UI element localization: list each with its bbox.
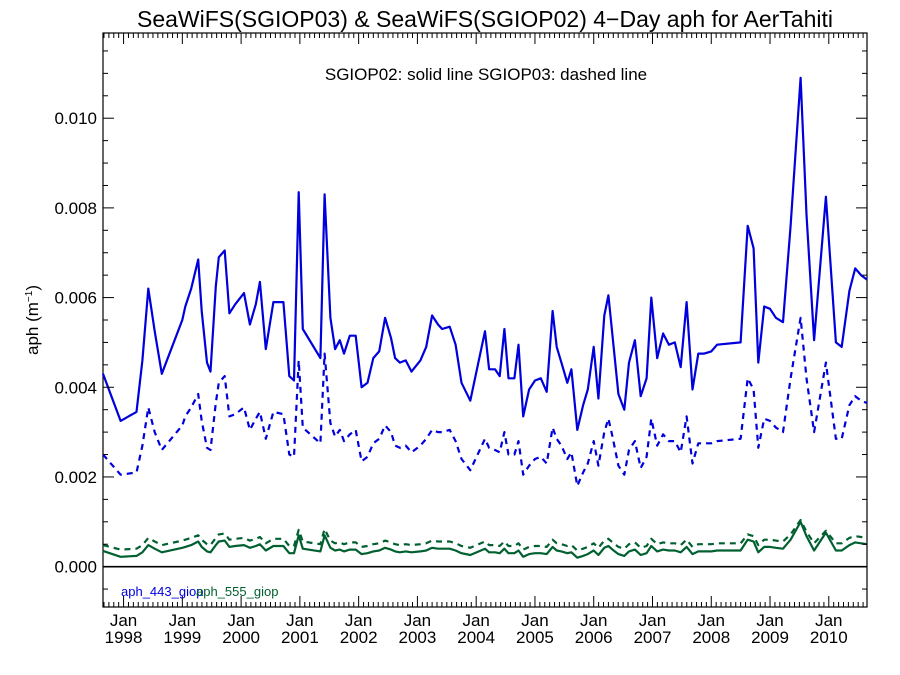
x-tick-year-label: 2004: [457, 628, 495, 647]
x-tick-month-label: Jan: [639, 611, 666, 630]
x-tick-year-label: 2003: [399, 628, 437, 647]
x-tick-year-label: 2007: [634, 628, 672, 647]
y-tick-label: 0.008: [54, 199, 97, 218]
plot-frame: [102, 32, 868, 608]
series-line-aph_443_giop-SGIOP03: [102, 316, 868, 487]
x-tick-year-label: 2010: [810, 628, 848, 647]
series-line-aph_443_giop-SGIOP02: [101, 76, 868, 431]
y-tick-label: 0.006: [54, 289, 97, 308]
x-tick-year-label: 2009: [751, 628, 789, 647]
x-tick-month-label: Jan: [286, 611, 313, 630]
x-tick-month-label: Jan: [462, 611, 489, 630]
y-axis-label-exponent: −1: [24, 290, 35, 302]
series-line-aph_555_giop-SGIOP03: [102, 518, 868, 552]
x-tick-year-label: 2005: [516, 628, 554, 647]
series-line-aph_555_giop-SGIOP02: [102, 520, 868, 559]
x-tick-month-label: Jan: [815, 611, 842, 630]
x-tick-year-label: 1999: [163, 628, 201, 647]
y-axis-label-text: aph (m: [23, 302, 42, 355]
y-axis-label-close: ): [23, 285, 42, 291]
legend-entry-aph_555_giop: aph_555_giop: [196, 584, 278, 599]
chart-title: SeaWiFS(SGIOP03) & SeaWiFS(SGIOP02) 4−Da…: [137, 6, 833, 32]
x-tick-month-label: Jan: [580, 611, 607, 630]
y-axis: 0.000 0.002 0.004 0.006 0.008 0.010: [54, 50, 867, 590]
y-tick-label: 0.002: [54, 468, 97, 487]
x-tick-month-label: Jan: [756, 611, 783, 630]
x-tick-year-label: 2006: [575, 628, 613, 647]
x-tick-year-label: 1998: [105, 628, 143, 647]
series-lines: [101, 76, 868, 559]
x-tick-year-label: 2008: [692, 628, 730, 647]
x-tick-month-label: Jan: [345, 611, 372, 630]
x-tick-month-label: Jan: [521, 611, 548, 630]
x-tick-year-label: 2001: [281, 628, 319, 647]
y-axis-label: aph (m−1): [23, 285, 42, 355]
x-axis: Jan1998Jan1999Jan2000Jan2001Jan2002Jan20…: [103, 33, 864, 647]
line-style-annotation: SGIOP02: solid line SGIOP03: dashed line: [325, 65, 647, 84]
x-tick-month-label: Jan: [169, 611, 196, 630]
y-tick-label: 0.004: [54, 378, 97, 397]
x-tick-month-label: Jan: [110, 611, 137, 630]
x-tick-month-label: Jan: [698, 611, 725, 630]
x-tick-month-label: Jan: [227, 611, 254, 630]
x-tick-year-label: 2002: [340, 628, 378, 647]
legend-entry-aph_443_giop: aph_443_giop: [121, 584, 203, 599]
x-tick-month-label: Jan: [404, 611, 431, 630]
y-tick-label: 0.010: [54, 109, 97, 128]
x-tick-year-label: 2000: [222, 628, 260, 647]
y-tick-label: 0.000: [54, 558, 97, 577]
